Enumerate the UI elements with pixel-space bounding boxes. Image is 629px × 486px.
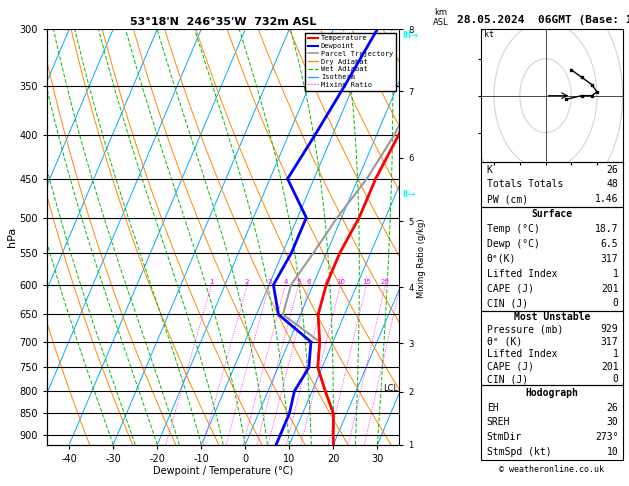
Text: EH: EH (487, 402, 499, 413)
Text: Lifted Index: Lifted Index (487, 269, 557, 278)
Text: CAPE (J): CAPE (J) (487, 362, 534, 372)
Text: kt: kt (484, 30, 494, 38)
Text: II→: II→ (403, 191, 416, 199)
Text: 26: 26 (607, 165, 618, 174)
Text: K: K (487, 165, 493, 174)
Text: StmDir: StmDir (487, 432, 522, 442)
Text: 10: 10 (336, 279, 345, 285)
Text: 273°: 273° (595, 432, 618, 442)
X-axis label: Dewpoint / Temperature (°C): Dewpoint / Temperature (°C) (153, 467, 293, 476)
Text: 1: 1 (613, 269, 618, 278)
Text: 929: 929 (601, 325, 618, 334)
Text: Most Unstable: Most Unstable (514, 312, 590, 322)
Text: 1: 1 (209, 279, 214, 285)
Title: 53°18'N  246°35'W  732m ASL: 53°18'N 246°35'W 732m ASL (130, 17, 316, 27)
Text: Hodograph: Hodograph (525, 388, 579, 398)
Text: 6.5: 6.5 (601, 239, 618, 249)
Text: 18.7: 18.7 (595, 224, 618, 234)
Text: 8: 8 (325, 279, 329, 285)
Text: 15: 15 (362, 279, 371, 285)
Text: 10: 10 (607, 447, 618, 457)
Text: PW (cm): PW (cm) (487, 194, 528, 204)
Text: Totals Totals: Totals Totals (487, 179, 563, 190)
Text: 30: 30 (607, 417, 618, 427)
Text: Pressure (mb): Pressure (mb) (487, 325, 563, 334)
Text: CAPE (J): CAPE (J) (487, 283, 534, 294)
Text: CIN (J): CIN (J) (487, 374, 528, 384)
Text: 3: 3 (267, 279, 272, 285)
Text: 0: 0 (613, 374, 618, 384)
Text: 201: 201 (601, 283, 618, 294)
Text: Surface: Surface (532, 209, 572, 219)
Text: 0: 0 (613, 298, 618, 309)
Text: StmSpd (kt): StmSpd (kt) (487, 447, 552, 457)
Text: 20: 20 (381, 279, 390, 285)
Text: SREH: SREH (487, 417, 510, 427)
Text: Temp (°C): Temp (°C) (487, 224, 540, 234)
Text: θᵉ(K): θᵉ(K) (487, 254, 516, 264)
Legend: Temperature, Dewpoint, Parcel Trajectory, Dry Adiabat, Wet Adiabat, Isotherm, Mi: Temperature, Dewpoint, Parcel Trajectory… (305, 33, 396, 90)
Text: θᵉ (K): θᵉ (K) (487, 337, 522, 347)
Text: Lifted Index: Lifted Index (487, 349, 557, 359)
Text: LCL: LCL (383, 384, 398, 393)
Text: 6: 6 (307, 279, 311, 285)
Text: © weatheronline.co.uk: © weatheronline.co.uk (499, 465, 604, 474)
Text: Mixing Ratio (g/kg): Mixing Ratio (g/kg) (417, 218, 426, 297)
Text: 26: 26 (607, 402, 618, 413)
Text: 317: 317 (601, 254, 618, 264)
Text: 201: 201 (601, 362, 618, 372)
Text: Dewp (°C): Dewp (°C) (487, 239, 540, 249)
Text: 48: 48 (607, 179, 618, 190)
Text: III→: III→ (403, 31, 418, 40)
Text: 1.46: 1.46 (595, 194, 618, 204)
Text: 2: 2 (245, 279, 249, 285)
Text: 4: 4 (283, 279, 287, 285)
Text: 5: 5 (296, 279, 301, 285)
Text: km
ASL: km ASL (433, 8, 448, 27)
Text: 28.05.2024  06GMT (Base: 18): 28.05.2024 06GMT (Base: 18) (457, 15, 629, 25)
Text: CIN (J): CIN (J) (487, 298, 528, 309)
Y-axis label: hPa: hPa (7, 227, 17, 247)
Text: 1: 1 (613, 349, 618, 359)
Text: 317: 317 (601, 337, 618, 347)
